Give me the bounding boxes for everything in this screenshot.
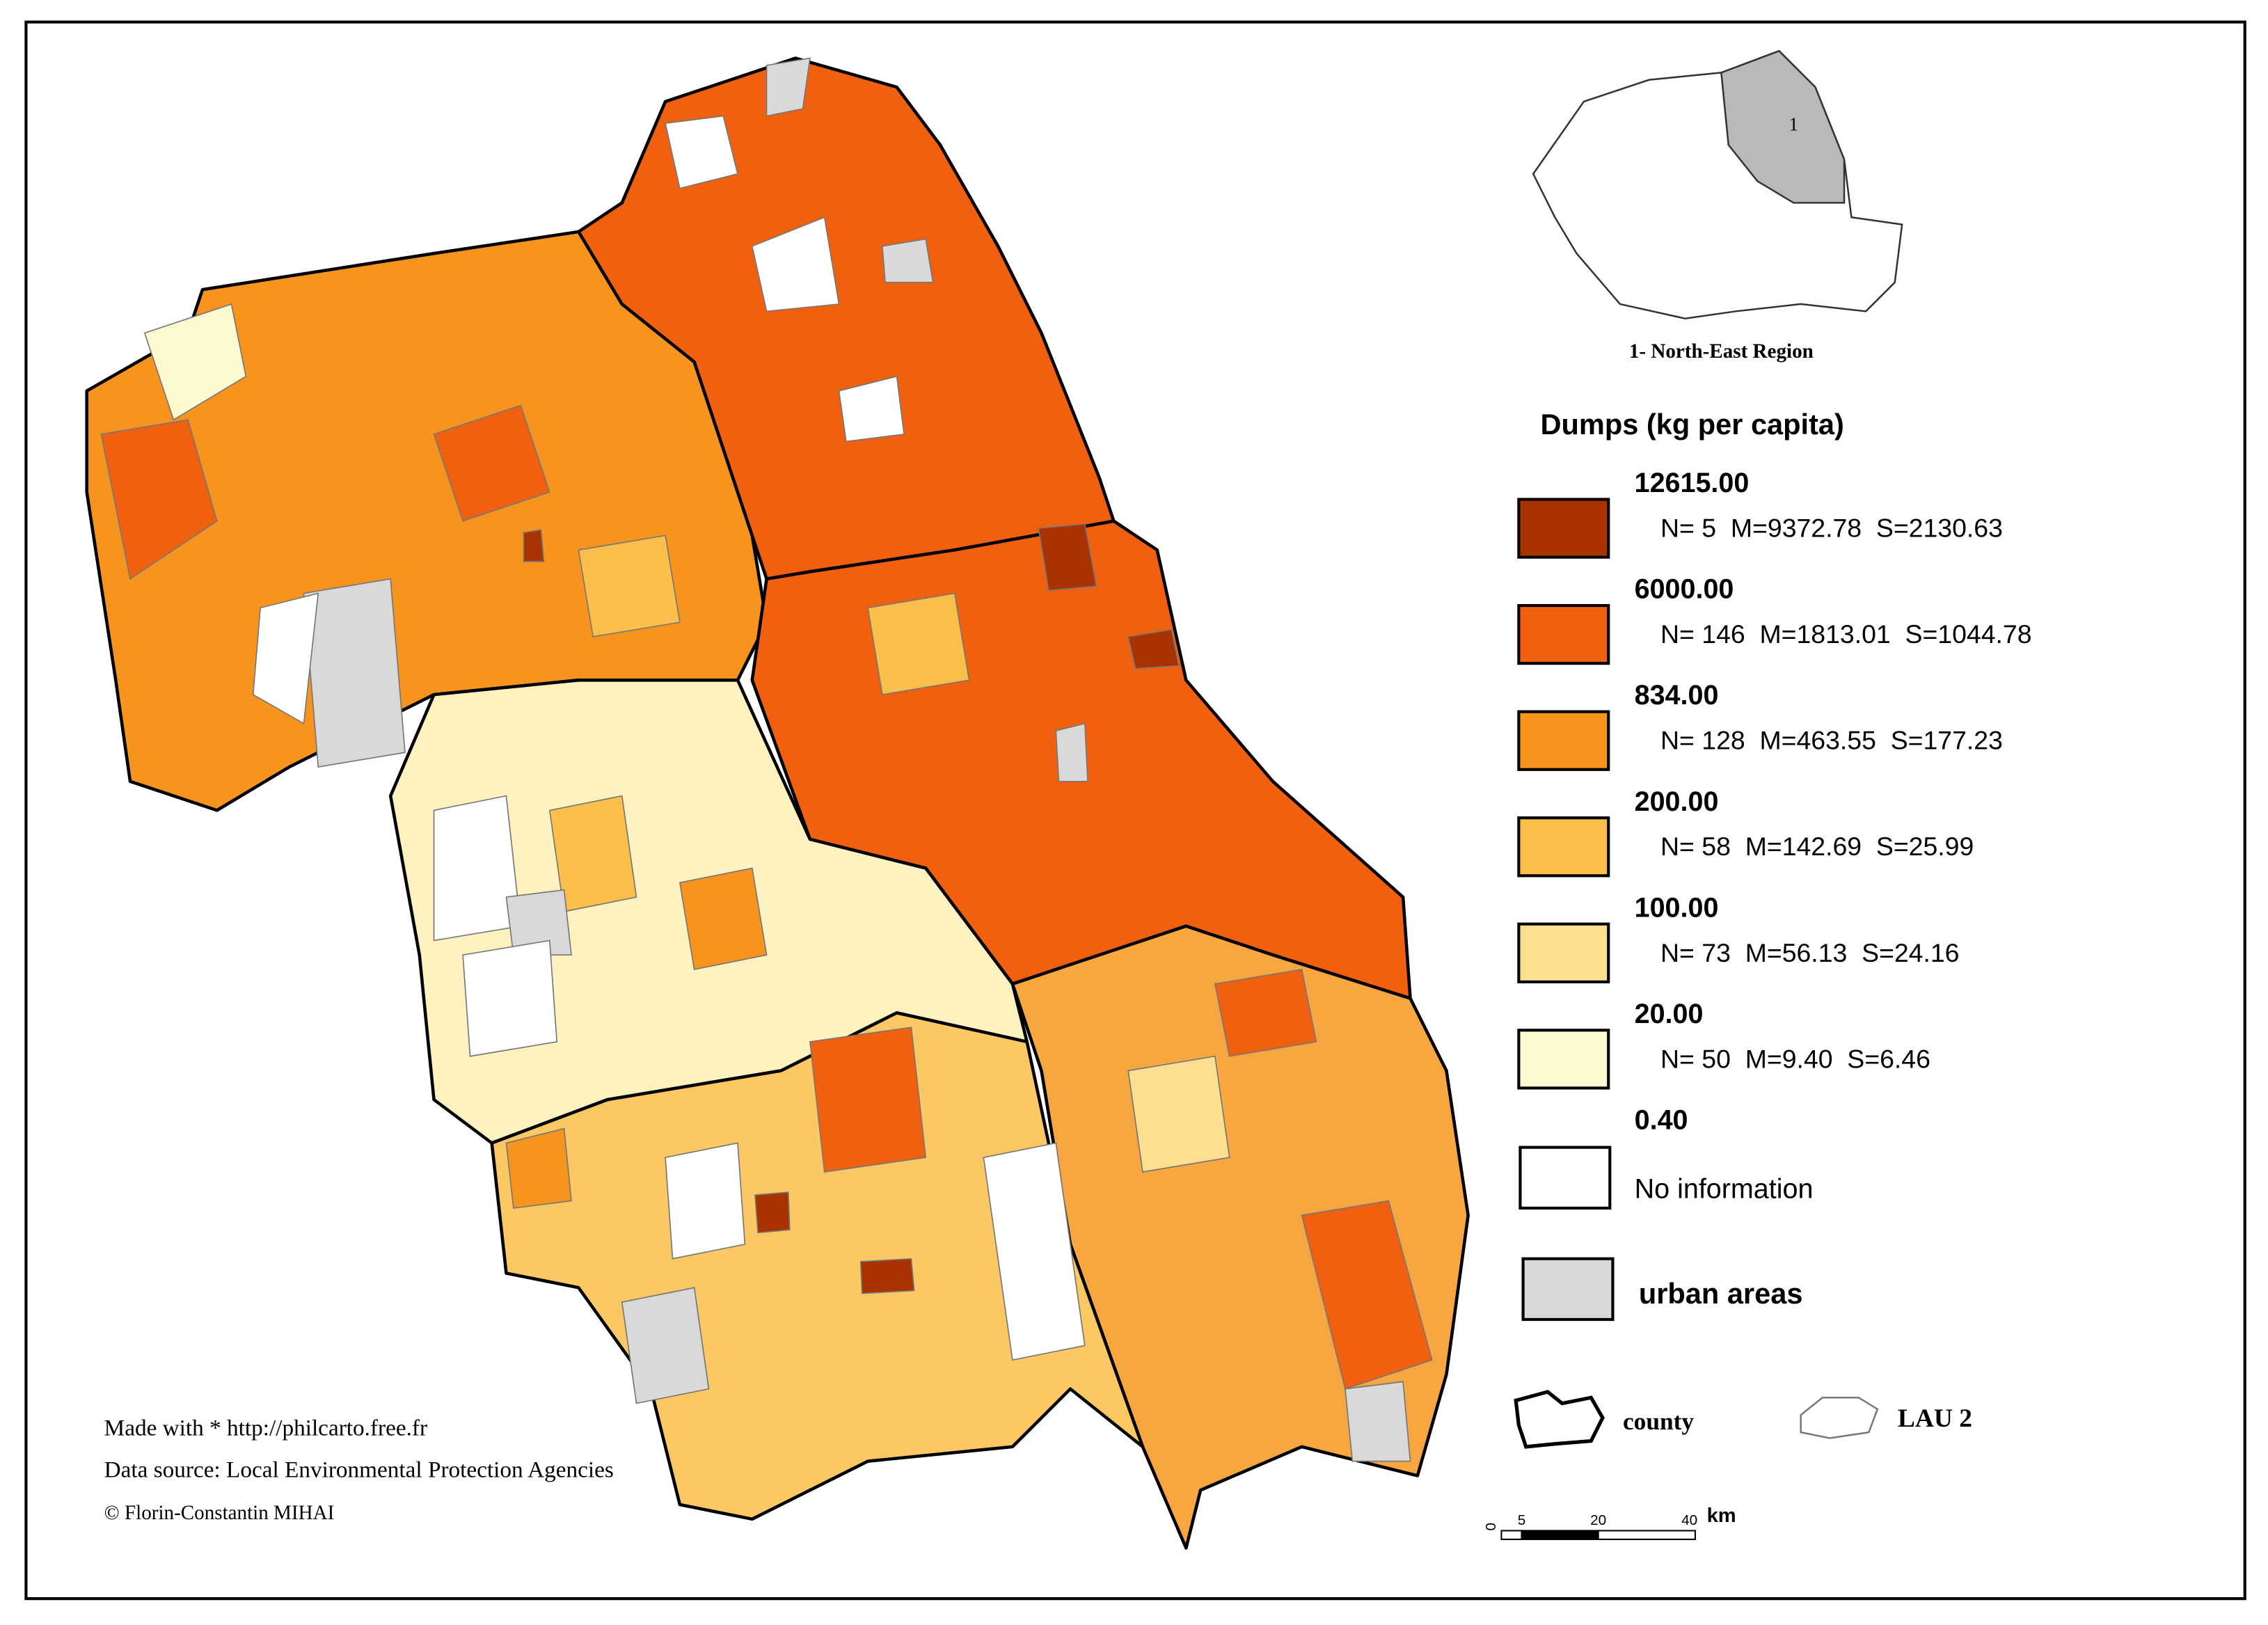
legend-swatch xyxy=(1521,1257,1615,1322)
lau-area xyxy=(1301,1200,1433,1390)
lau-area xyxy=(754,1191,791,1234)
class-break: 12615.00 xyxy=(1635,468,1750,498)
lau-area xyxy=(578,534,681,637)
class-stats: N= 128 M=463.55 S=177.23 xyxy=(1660,726,2003,755)
lau-area xyxy=(548,795,637,912)
class-stats: N= 50 M=9.40 S=6.46 xyxy=(1660,1044,1930,1073)
lau-area xyxy=(1214,969,1317,1057)
scale-segment xyxy=(1597,1530,1696,1540)
lau-area xyxy=(1038,523,1097,592)
lau-area xyxy=(751,216,840,312)
lau-area xyxy=(462,940,558,1057)
legend: Dumps (kg per capita) 12615.00 6000.00 834… xyxy=(1517,408,2032,1322)
class-break: 100.00 xyxy=(1635,892,1719,923)
credit-line: © Florin-Constantin MIHAI xyxy=(104,1502,335,1524)
inset-map: 1 1- North-East Region xyxy=(1532,49,1903,363)
lau-area xyxy=(881,238,934,283)
lau2-label: LAU 2 xyxy=(1898,1404,1972,1433)
lau-area xyxy=(1055,722,1088,782)
legend-title: Dumps (kg per capita) xyxy=(1541,408,1844,441)
lau-area xyxy=(867,592,970,696)
lau-area xyxy=(1345,1381,1411,1462)
legend-swatch xyxy=(1517,1029,1610,1090)
class-break: 20.00 xyxy=(1635,999,1704,1029)
scale-tick-label: 40 xyxy=(1681,1512,1697,1528)
lau-area xyxy=(679,867,768,970)
scale-bar: 0 5 20 40 km xyxy=(1483,1505,1736,1540)
credits: Made with * http://philcarto.free.fr Data… xyxy=(104,1415,614,1524)
class-break: 200.00 xyxy=(1635,786,1719,817)
lau-area xyxy=(1127,628,1180,669)
legend-swatch xyxy=(1517,816,1610,878)
class-stats: N= 146 M=1813.01 S=1044.78 xyxy=(1660,619,2031,649)
scale-tick-label: 0 xyxy=(1483,1523,1499,1531)
class-stats: N= 73 M=56.13 S=24.16 xyxy=(1660,938,1959,967)
lau-area xyxy=(433,404,550,522)
scale-segment xyxy=(1500,1530,1523,1540)
lau-area xyxy=(252,592,319,725)
lau-area xyxy=(100,419,218,580)
scale-unit: km xyxy=(1707,1505,1736,1527)
lau-area xyxy=(983,1142,1086,1361)
legend-swatch xyxy=(1517,922,1610,983)
county-label: county xyxy=(1623,1408,1694,1435)
lau-area xyxy=(143,303,247,421)
class-stats: N= 5 M=9372.78 S=2130.63 xyxy=(1660,514,2003,543)
class-break: 0.40 xyxy=(1635,1104,1688,1135)
lau-area xyxy=(1127,1055,1230,1173)
boundary-legend: county LAU 2 xyxy=(1514,1390,1972,1449)
credit-line: Data source: Local Environmental Protect… xyxy=(104,1457,614,1483)
lau-area xyxy=(859,1258,915,1294)
lau-area xyxy=(665,1142,746,1260)
lau-area xyxy=(505,889,572,956)
class-break: 6000.00 xyxy=(1635,574,1734,605)
scale-tick-label: 20 xyxy=(1590,1512,1606,1528)
legend-swatch xyxy=(1517,603,1610,665)
credit-line: Made with * http://philcarto.free.fr xyxy=(104,1415,427,1441)
lau-symbol xyxy=(1800,1396,1879,1439)
lau-area xyxy=(665,115,739,189)
choropleth-map xyxy=(85,56,1470,1550)
north-east-region xyxy=(1720,49,1846,204)
urban-areas-label: urban areas xyxy=(1639,1277,1803,1310)
class-break: 834.00 xyxy=(1635,680,1719,711)
lau-area xyxy=(809,1026,927,1173)
legend-swatch xyxy=(1518,1146,1612,1210)
lau-area xyxy=(838,375,905,443)
lau-area xyxy=(303,578,406,768)
inset-label: 1- North-East Region xyxy=(1629,340,1814,363)
scale-segment xyxy=(1521,1530,1599,1540)
lau-area xyxy=(766,57,811,117)
no-information-label: No information xyxy=(1635,1173,1814,1204)
lau-area xyxy=(523,529,545,562)
legend-swatch xyxy=(1517,498,1610,559)
legend-swatch xyxy=(1517,710,1610,771)
county-area xyxy=(577,56,1116,581)
lau-area xyxy=(433,795,522,942)
county-symbol xyxy=(1514,1390,1605,1449)
lau-area xyxy=(621,1287,710,1404)
scale-tick-label: 5 xyxy=(1518,1512,1526,1528)
lau-area xyxy=(505,1127,572,1209)
inset-region-number: 1 xyxy=(1789,114,1799,135)
class-stats: N= 58 M=142.69 S=25.99 xyxy=(1660,832,1974,861)
